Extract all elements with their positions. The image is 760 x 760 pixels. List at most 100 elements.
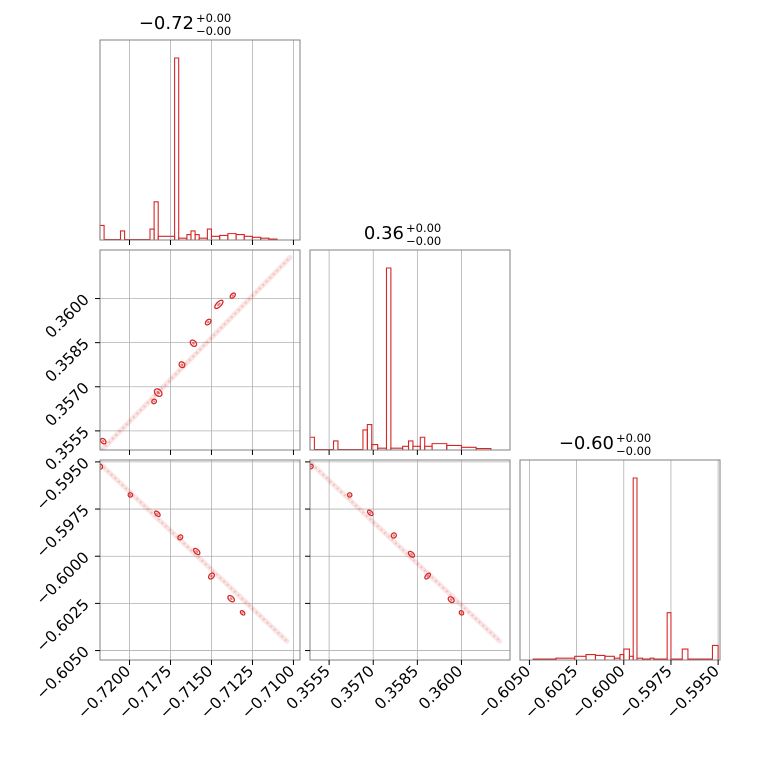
density-core xyxy=(348,493,351,496)
histogram-bin xyxy=(174,57,180,240)
density-core xyxy=(426,574,429,578)
density-contour xyxy=(100,437,107,445)
histogram-bin xyxy=(227,233,237,240)
density-contour xyxy=(207,572,216,580)
density-core xyxy=(231,294,234,297)
histogram-panel-frame xyxy=(519,459,721,661)
density-contour xyxy=(310,463,314,470)
histogram-bin xyxy=(371,443,379,450)
parameter-title-lower: −0.00 xyxy=(196,24,231,38)
histogram-bin xyxy=(594,654,606,660)
density-contour xyxy=(189,339,198,348)
histogram-bin xyxy=(186,233,192,240)
histogram-bin xyxy=(235,233,245,240)
histogram-bin xyxy=(99,224,105,240)
histogram-bin xyxy=(666,612,672,660)
scatter-panel xyxy=(310,461,503,644)
density-core xyxy=(156,512,159,515)
histogram-bin xyxy=(194,233,200,240)
density-core xyxy=(180,363,184,367)
density-core xyxy=(410,553,413,556)
density-contour xyxy=(227,594,236,603)
density-contour xyxy=(407,550,416,558)
histogram-bin xyxy=(419,436,426,450)
density-core xyxy=(449,598,453,601)
parameter-title-lower: −0.00 xyxy=(616,444,651,458)
histogram-bin xyxy=(210,235,221,240)
histogram-bin xyxy=(362,429,368,450)
density-core xyxy=(229,597,233,601)
histogram-bin xyxy=(407,440,414,450)
scatter-panel xyxy=(100,461,290,644)
histogram-bin xyxy=(366,423,373,450)
scatter-panel-frame xyxy=(309,459,511,661)
histogram-bin xyxy=(332,440,339,450)
density-core xyxy=(192,341,195,345)
parameter-title-upper: +0.00 xyxy=(406,221,441,235)
histogram-bin xyxy=(604,655,615,660)
density-core xyxy=(179,536,182,539)
histogram-panel-frame xyxy=(99,39,301,241)
histogram-panel-frame xyxy=(309,249,511,451)
histogram-bin xyxy=(412,445,421,450)
histogram-bin xyxy=(632,477,638,660)
histogram-bin xyxy=(153,201,159,240)
density-contour xyxy=(153,388,163,398)
density-contour xyxy=(153,510,161,518)
density-contour xyxy=(204,318,212,326)
histogram-bin xyxy=(681,648,689,660)
scatter-panel-frame xyxy=(99,459,301,661)
y-tick-label: 0.3600 xyxy=(42,291,93,342)
density-contour xyxy=(447,596,455,604)
x-tick-label: 0.3600 xyxy=(415,662,466,713)
histogram-bin xyxy=(623,648,630,660)
density-contour xyxy=(214,299,224,310)
parameter-title: −0.72 xyxy=(139,13,194,34)
parameter-title: −0.60 xyxy=(559,433,614,454)
density-core xyxy=(100,465,102,468)
density-core xyxy=(156,390,160,395)
density-core xyxy=(217,302,221,307)
histogram-bin xyxy=(157,235,176,240)
density-contour xyxy=(390,532,397,539)
histogram-bin xyxy=(190,230,196,240)
density-core xyxy=(369,511,372,515)
histogram-bin xyxy=(424,445,433,450)
sample-points xyxy=(310,463,501,642)
density-core xyxy=(153,400,156,403)
x-tick-label: 0.3585 xyxy=(371,662,422,713)
density-core xyxy=(206,320,210,324)
parameter-title-lower: −0.00 xyxy=(406,234,441,248)
parameter-title-upper: +0.00 xyxy=(616,431,651,445)
density-contour xyxy=(229,292,237,299)
histogram-bin xyxy=(402,445,410,450)
scatter-panel-frame xyxy=(99,249,301,451)
density-contour xyxy=(239,609,246,616)
histogram-bin xyxy=(219,234,229,240)
scatter-panel xyxy=(100,254,293,450)
histogram-bin xyxy=(309,436,315,450)
histogram-bin xyxy=(475,447,492,450)
x-tick-label: 0.3570 xyxy=(327,662,378,713)
histogram-bin xyxy=(619,653,625,660)
density-core xyxy=(241,611,244,614)
density-contour xyxy=(127,492,134,498)
density-core xyxy=(129,493,132,496)
parameter-title: 0.36 xyxy=(364,223,404,244)
density-contour xyxy=(178,361,186,369)
sample-band xyxy=(100,254,293,450)
histogram-bin xyxy=(711,644,719,660)
parameter-title-upper: +0.00 xyxy=(196,11,231,25)
histogram-bin xyxy=(149,228,155,240)
histogram-bin xyxy=(206,228,213,240)
density-core xyxy=(195,550,199,553)
density-contour xyxy=(177,534,184,541)
density-contour xyxy=(100,463,104,470)
density-contour xyxy=(458,610,465,616)
histogram-bin xyxy=(385,267,392,450)
density-contour xyxy=(424,572,432,580)
histogram-bin xyxy=(431,443,448,450)
density-core xyxy=(392,534,395,537)
density-contour xyxy=(346,492,353,498)
